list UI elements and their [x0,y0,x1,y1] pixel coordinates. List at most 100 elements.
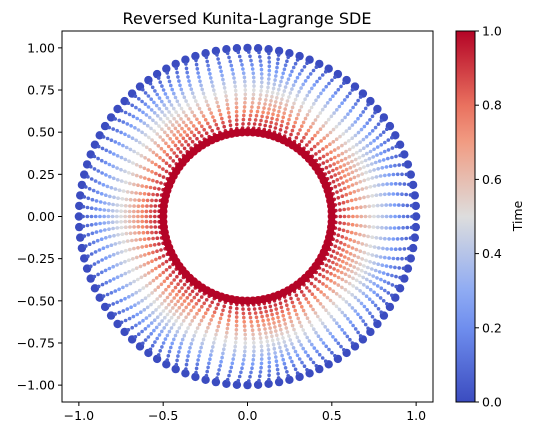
trajectory-point [128,181,132,186]
trajectory-point [275,117,279,122]
trajectory-point [345,94,350,99]
trajectory-point [156,353,161,357]
trajectory-point [391,256,396,261]
trajectory-point [188,322,192,327]
trajectory-point [338,294,342,299]
trajectory-point [127,270,131,274]
trajectory-point [281,71,286,76]
trajectory-point [209,111,213,115]
trajectory-point [157,305,161,309]
trajectory-point [285,99,290,103]
trajectory-point [85,205,90,210]
trajectory-point [121,240,126,244]
trajectory-point [346,172,351,176]
trajectory-point [208,304,212,308]
trajectory-point [155,236,160,240]
trajectory-point [314,98,318,103]
trajectory-point [115,128,119,133]
trajectory-point [187,350,191,354]
trajectory-point [346,112,350,116]
trajectory-endpoint [100,302,110,312]
trajectory-point [189,130,194,134]
trajectory-point [363,270,368,275]
trajectory-point [178,133,183,137]
trajectory-point [143,327,148,331]
trajectory-point [223,339,228,343]
trajectory-point [280,309,285,314]
trajectory-point [324,284,329,289]
trajectory-point [111,127,115,131]
trajectory-point [287,334,291,338]
trajectory-point [235,306,239,311]
trajectory-point [306,128,311,133]
trajectory-point [243,79,247,84]
trajectory-point [123,214,127,219]
trajectory-point [186,117,191,121]
trajectory-point [350,136,355,140]
trajectory-point [222,347,226,352]
trajectory-point [287,95,291,99]
trajectory-point [115,203,120,207]
trajectory-point [276,113,280,118]
trajectory-point [149,126,153,131]
trajectory-point [108,174,112,179]
trajectory-point [214,96,218,101]
trajectory-point [343,156,348,161]
trajectory-point [241,122,245,126]
trajectory-point [348,320,353,324]
trajectory-point [232,353,236,357]
trajectory-point [259,67,264,72]
trajectory-point [197,298,201,303]
trajectory-point [293,331,298,336]
trajectory-point [169,113,174,118]
trajectory-point [134,138,138,143]
trajectory-point [212,88,216,92]
trajectory-point [151,250,155,255]
trajectory-point [130,103,134,108]
trajectory-point [178,83,182,88]
trajectory-point [188,292,192,297]
trajectory-point [151,278,156,283]
trajectory-point [89,214,94,219]
trajectory-point [141,341,145,346]
trajectory-point [257,50,261,55]
trajectory-point [175,154,179,159]
trajectory-point [386,148,391,152]
trajectory-point [352,175,357,180]
trajectory-point [201,337,206,342]
trajectory-point [203,118,208,122]
trajectory-point [321,305,326,309]
trajectory-point [220,73,224,78]
trajectory-point [134,105,138,110]
trajectory-point [194,370,198,375]
trajectory-point [149,204,153,208]
trajectory-point [295,93,300,98]
trajectory-point [330,78,334,83]
trajectory-point [331,249,336,254]
trajectory-point [136,301,141,305]
trajectory-point [242,109,246,113]
trajectory-point [409,203,414,208]
trajectory-point [142,166,147,171]
trajectory-point [196,71,200,75]
trajectory-point [316,287,320,292]
trajectory-point [323,70,328,74]
trajectory-point [161,138,165,142]
trajectory-point [393,214,397,219]
trajectory-endpoint [222,379,231,388]
trajectory-point [259,365,263,370]
trajectory-point [352,190,357,194]
trajectory-point [184,367,188,371]
trajectory-point [356,173,361,178]
trajectory-point [150,259,154,264]
trajectory-point [379,286,384,291]
trajectory-point [318,156,322,161]
trajectory-point [370,114,375,119]
y-tick-label: −0.75 [17,335,55,350]
trajectory-point [347,139,351,143]
trajectory-point [125,307,130,311]
trajectory-point [337,171,341,176]
trajectory-point [233,344,237,349]
trajectory-point [169,148,174,152]
trajectory-endpoint [95,293,104,302]
